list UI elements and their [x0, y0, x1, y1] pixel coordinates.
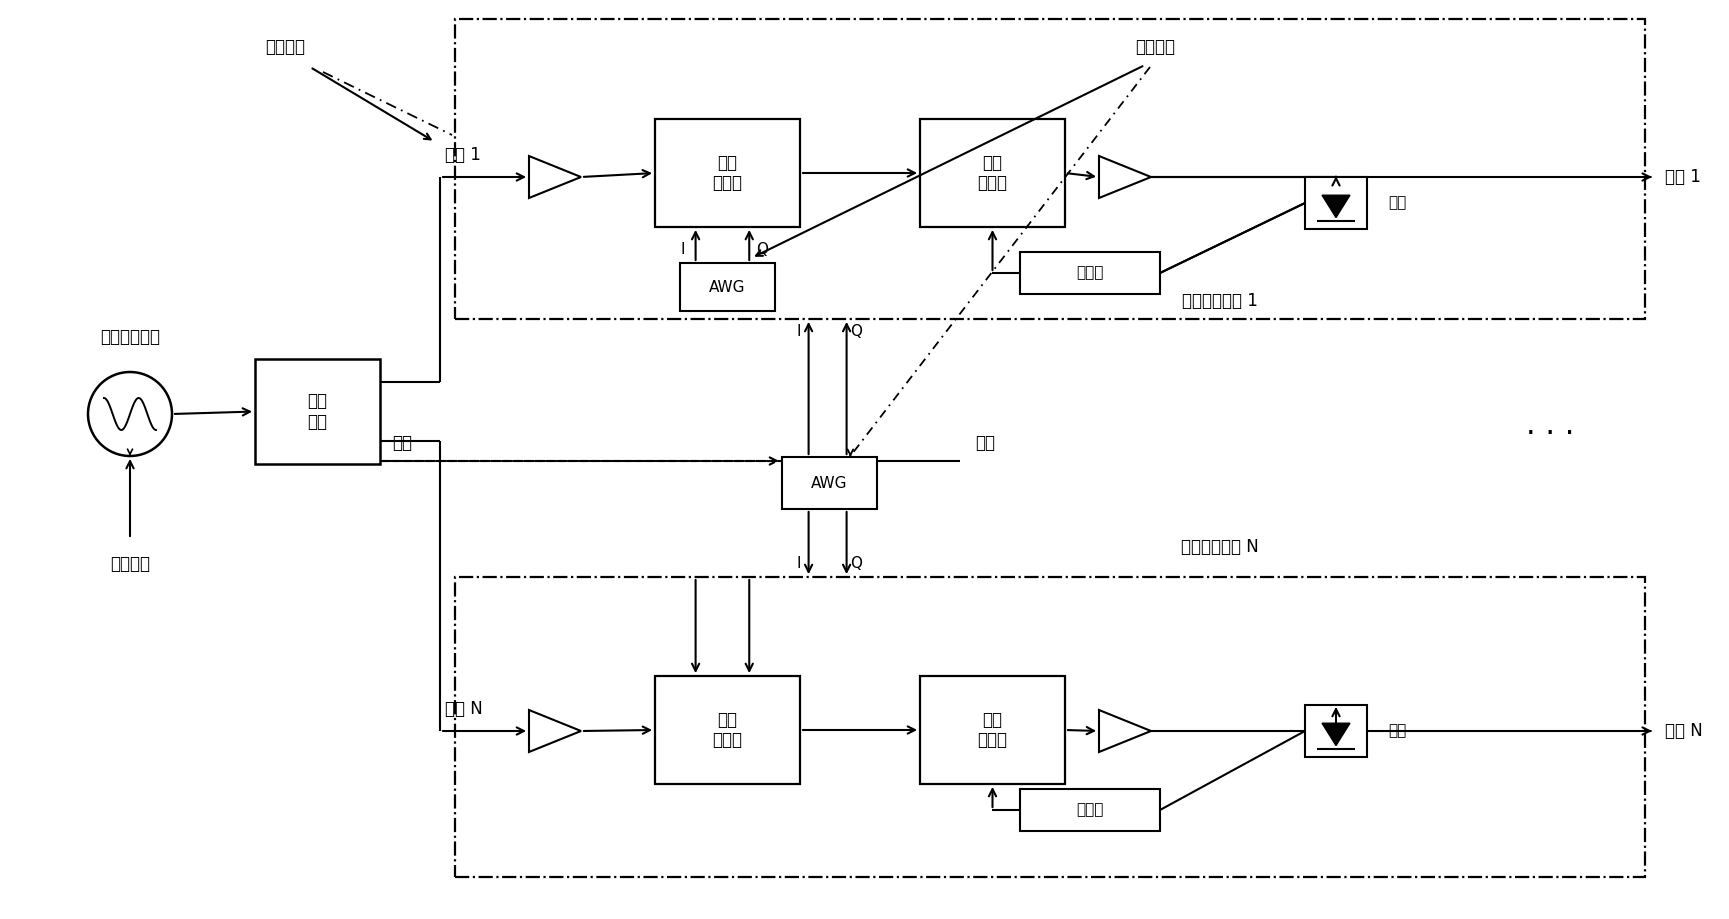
Bar	[679, 263, 775, 311]
Bar	[655, 119, 801, 227]
Bar	[254, 359, 380, 464]
Text: 线性
调制器: 线性 调制器	[977, 710, 1008, 749]
Bar	[1305, 177, 1368, 229]
Text: I: I	[679, 243, 685, 257]
Bar	[1020, 252, 1160, 294]
Text: 基带相干: 基带相干	[1134, 38, 1176, 56]
Text: 矢量
调制器: 矢量 调制器	[712, 153, 742, 192]
Text: 射频相干: 射频相干	[265, 38, 304, 56]
Bar	[920, 676, 1065, 784]
Polygon shape	[529, 156, 581, 198]
Text: 矢量调制通道 1: 矢量调制通道 1	[1183, 292, 1259, 310]
Text: 矢量调制通道 N: 矢量调制通道 N	[1181, 538, 1259, 556]
Text: 射频 1: 射频 1	[444, 146, 481, 164]
Text: 本振源信号源: 本振源信号源	[100, 328, 161, 346]
Text: · · ·: · · ·	[1525, 419, 1573, 448]
Text: 检波: 检波	[1388, 196, 1407, 210]
Bar	[1020, 789, 1160, 831]
Text: 同相
功分: 同相 功分	[308, 392, 327, 431]
Text: AWG: AWG	[709, 279, 745, 294]
Text: 稳幅环: 稳幅环	[1077, 266, 1103, 280]
Text: 稳幅环: 稳幅环	[1077, 802, 1103, 818]
Text: Q: Q	[851, 557, 863, 572]
Text: 检波: 检波	[1388, 723, 1407, 739]
Text: AWG: AWG	[811, 475, 847, 491]
Text: 输出 1: 输出 1	[1665, 168, 1701, 186]
Text: 输出 N: 输出 N	[1665, 722, 1703, 740]
Text: 线性
调制器: 线性 调制器	[977, 153, 1008, 192]
Text: I: I	[797, 324, 801, 339]
Text: Q: Q	[851, 324, 863, 339]
Polygon shape	[1100, 710, 1152, 752]
Polygon shape	[1100, 156, 1152, 198]
Text: Q: Q	[756, 243, 768, 257]
Bar	[455, 19, 1644, 319]
Bar	[455, 577, 1644, 877]
Polygon shape	[1323, 723, 1350, 745]
Text: 射频 N: 射频 N	[444, 700, 482, 718]
Bar	[655, 676, 801, 784]
Bar	[920, 119, 1065, 227]
Circle shape	[88, 372, 171, 456]
Bar	[782, 457, 877, 509]
Polygon shape	[1323, 195, 1350, 218]
Text: 时钟: 时钟	[975, 434, 994, 452]
Bar	[1305, 705, 1368, 757]
Text: I: I	[797, 557, 801, 572]
Text: 矢量
调制器: 矢量 调制器	[712, 710, 742, 749]
Polygon shape	[529, 710, 581, 752]
Text: 触发: 触发	[392, 434, 412, 452]
Text: 时钟输入: 时钟输入	[111, 555, 150, 573]
